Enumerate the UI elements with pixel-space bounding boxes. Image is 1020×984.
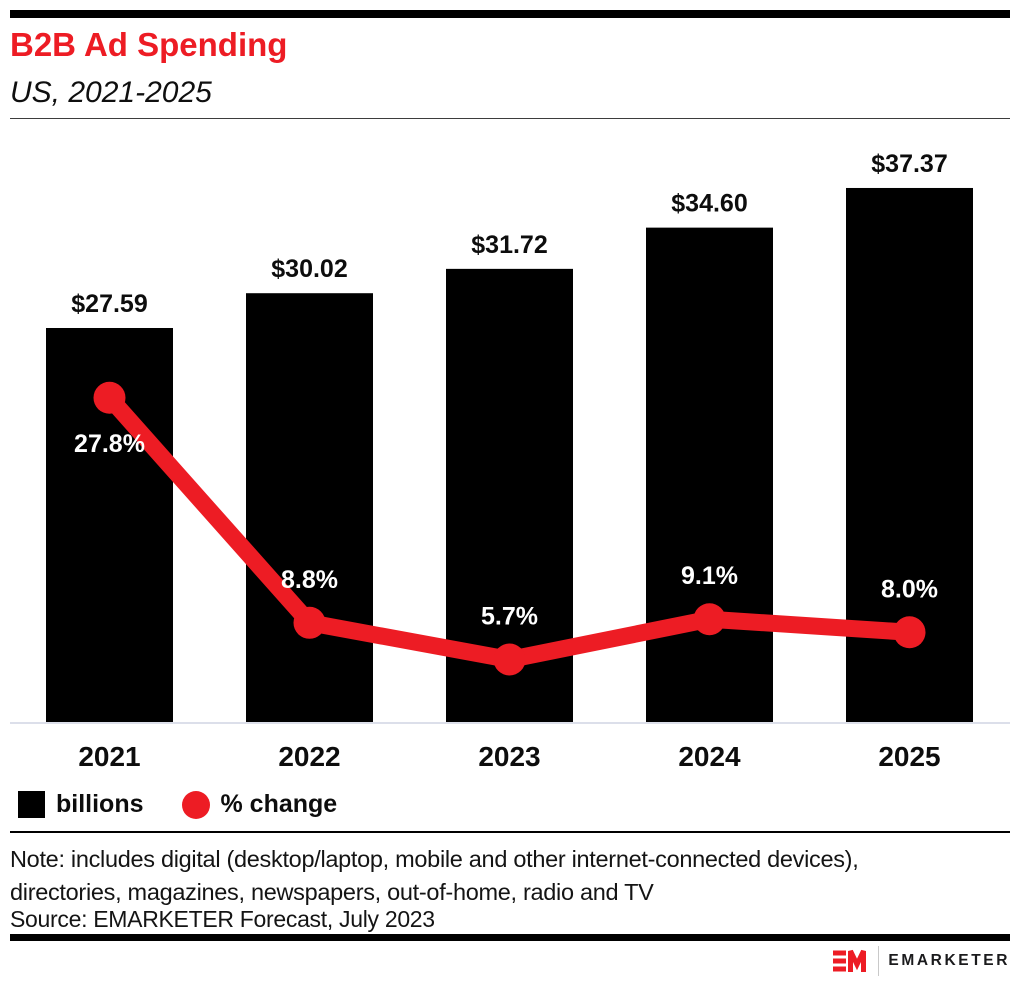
chart-title: B2B Ad Spending bbox=[10, 26, 288, 63]
top-accent-bar bbox=[10, 10, 1010, 18]
pct-value-label: 9.1% bbox=[681, 562, 738, 590]
bar-value-label: $27.59 bbox=[71, 290, 147, 318]
bar-value-label: $31.72 bbox=[471, 231, 547, 259]
legend-label-billions: billions bbox=[56, 790, 144, 818]
legend-item-billions: billions bbox=[18, 790, 144, 819]
pct-point-2023 bbox=[493, 643, 526, 676]
bar-value-label: $34.60 bbox=[671, 190, 747, 218]
x-axis-label: 2023 bbox=[478, 741, 540, 772]
logo-divider bbox=[878, 946, 880, 976]
bar-2022 bbox=[246, 293, 373, 723]
note-text: Note: includes digital (desktop/laptop, … bbox=[10, 843, 1010, 909]
emarketer-logo-icon bbox=[833, 949, 867, 972]
header-divider bbox=[10, 118, 1010, 119]
pct-point-2021 bbox=[93, 381, 126, 414]
bottom-accent-bar bbox=[10, 934, 1010, 941]
bar-value-label: $30.02 bbox=[271, 255, 347, 283]
x-axis-label: 2024 bbox=[678, 741, 741, 772]
footer-divider bbox=[10, 831, 1010, 833]
legend-item-pct-change: % change bbox=[181, 790, 338, 819]
chart-subtitle: US, 2021-2025 bbox=[10, 76, 212, 109]
pct-point-2025 bbox=[893, 616, 926, 649]
chart: $27.59 2021 $30.02 2022 $31.72 2023 $34.60 2024… bbox=[10, 150, 1010, 772]
x-axis-label: 2021 bbox=[78, 741, 140, 772]
pct-value-label: 8.0% bbox=[881, 575, 938, 603]
source-text: Source: EMARKETER Forecast, July 2023 bbox=[10, 906, 435, 932]
emarketer-wordmark: EMARKETER bbox=[888, 952, 1010, 969]
x-axis-label: 2022 bbox=[278, 741, 340, 772]
pct-value-label: 8.8% bbox=[281, 566, 338, 594]
bar-2024 bbox=[646, 227, 773, 723]
legend-label-pct-change: % change bbox=[220, 790, 338, 818]
legend: billions % change bbox=[18, 790, 337, 819]
pct-value-label: 5.7% bbox=[481, 602, 538, 630]
pct-change-swatch-icon bbox=[181, 790, 210, 819]
footer-logo: EMARKETER bbox=[833, 946, 1010, 976]
bar-value-label: $37.37 bbox=[871, 150, 947, 178]
pct-point-2022 bbox=[293, 606, 326, 639]
note-line-1: Note: includes digital (desktop/laptop, … bbox=[10, 846, 859, 872]
x-axis-baseline bbox=[10, 722, 1010, 724]
pct-point-2024 bbox=[693, 603, 726, 636]
x-axis-label: 2025 bbox=[878, 741, 940, 772]
pct-value-label: 27.8% bbox=[74, 430, 145, 458]
billions-swatch-icon bbox=[18, 791, 45, 818]
note-line-2: directories, magazines, newspapers, out-… bbox=[10, 879, 654, 905]
